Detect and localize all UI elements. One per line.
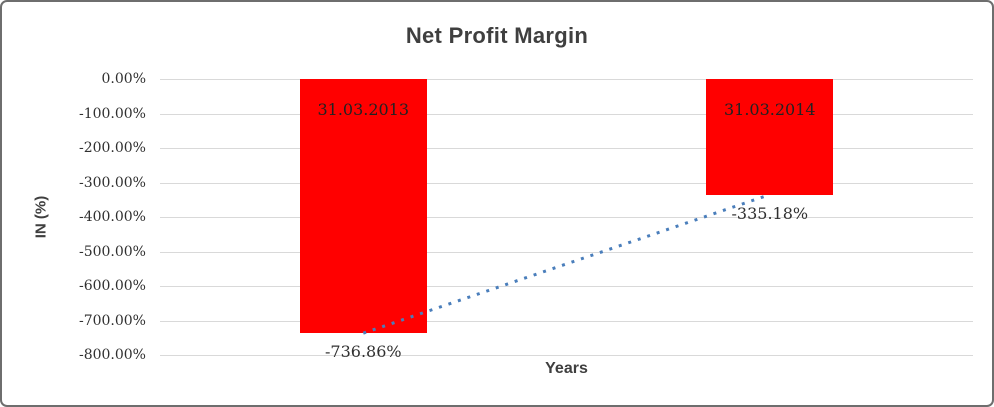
gridline <box>160 286 973 287</box>
y-axis-title: IN (%) <box>32 195 50 239</box>
trendline <box>362 193 771 335</box>
data-label: -736.86% <box>325 342 402 362</box>
gridline <box>160 182 973 184</box>
bar-31.03.2014: 31.03.2014 <box>706 79 834 195</box>
data-label: -335.18% <box>731 203 809 223</box>
y-axis-tick-label: -200.00% <box>78 140 146 156</box>
bar-31.03.2013: 31.03.2013 <box>299 79 427 334</box>
gridline <box>160 79 973 80</box>
y-axis-tick-label: -400.00% <box>78 209 146 225</box>
chart-title: Net Profit Margin <box>405 23 589 48</box>
y-axis-tick-label: -300.00% <box>78 174 146 191</box>
gridline <box>160 251 973 253</box>
y-axis-tick-label: -500.00% <box>78 243 146 260</box>
gridline <box>160 113 973 115</box>
bar-category-label: 31.03.2013 <box>317 100 410 119</box>
gridline <box>160 217 973 218</box>
plot-area: 31.03.2013 -736.86% 31.03.2014 -335.18% <box>160 79 973 361</box>
y-axis-tick-label: 0.00% <box>101 71 146 87</box>
y-axis-tick-label: -100.00% <box>78 105 146 122</box>
gridline <box>160 355 973 356</box>
bar-category-label: 31.03.2014 <box>723 100 816 119</box>
y-axis-tick-label: -700.00% <box>78 312 146 329</box>
y-axis-tick-label: -800.00% <box>78 347 146 363</box>
gridline <box>160 148 973 149</box>
y-axis-tick-label: -600.00% <box>78 278 146 294</box>
x-axis-title: Years <box>545 360 588 377</box>
gridline <box>160 320 973 322</box>
